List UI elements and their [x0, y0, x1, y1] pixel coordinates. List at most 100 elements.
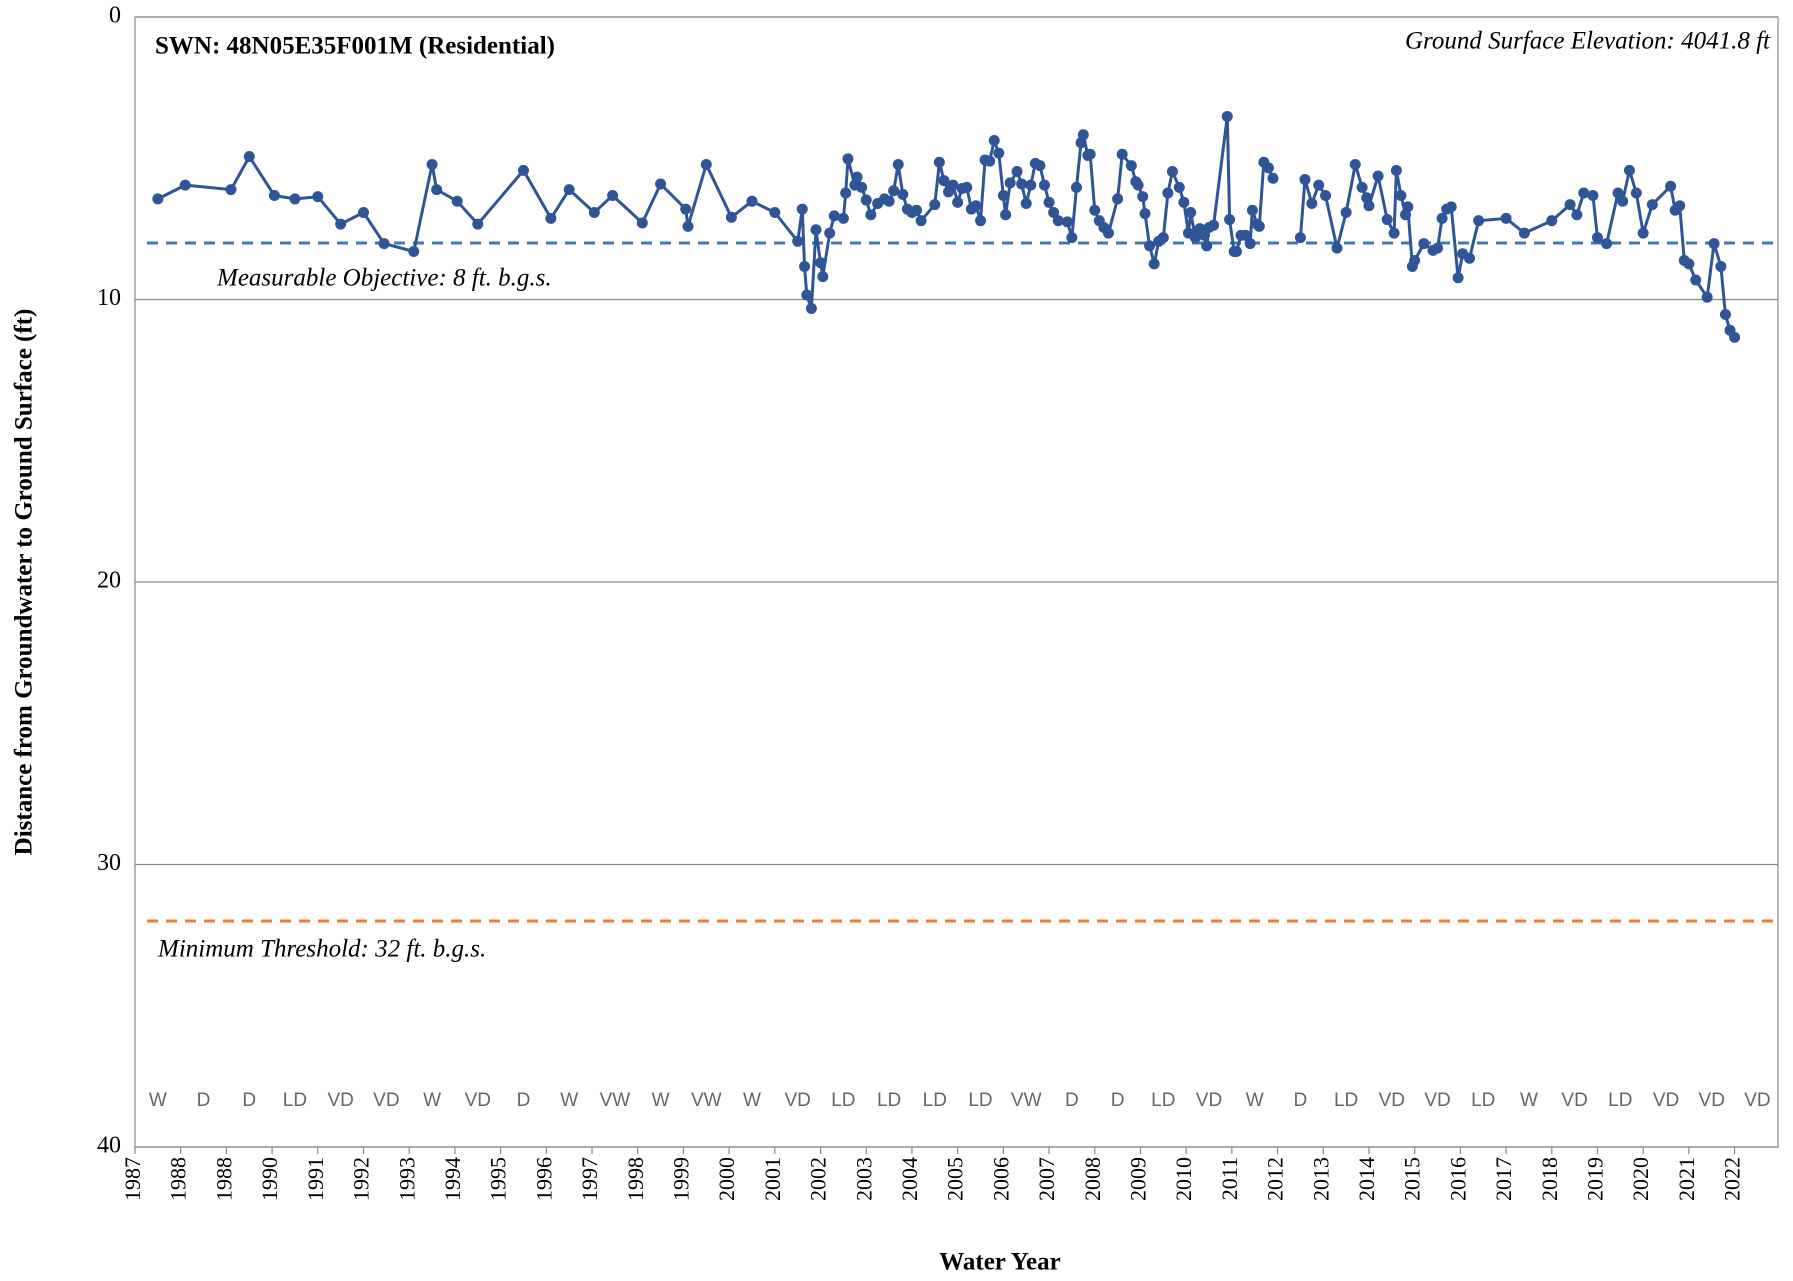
data-point — [929, 199, 941, 211]
data-point — [805, 303, 817, 315]
water-year-type: VD — [1379, 1090, 1405, 1111]
data-point — [1084, 148, 1096, 160]
x-tick-label: 1995 — [486, 1157, 511, 1201]
water-year-type: LD — [877, 1090, 901, 1111]
x-tick-label: 1999 — [668, 1157, 693, 1201]
data-point — [225, 184, 237, 196]
data-point — [984, 155, 996, 167]
data-point — [1004, 177, 1016, 189]
water-year-type: LD — [1151, 1090, 1175, 1111]
data-point — [796, 203, 808, 215]
data-point — [993, 147, 1005, 159]
x-tick-label: 1987 — [120, 1157, 145, 1201]
data-point — [1708, 238, 1720, 250]
reference-label: Minimum Threshold: 32 ft. b.g.s. — [157, 936, 486, 963]
data-point — [961, 181, 973, 193]
water-year-type: W — [1246, 1090, 1264, 1111]
data-point — [888, 185, 900, 197]
data-point — [1617, 195, 1629, 207]
data-point — [1313, 179, 1325, 191]
data-point — [1719, 308, 1731, 320]
data-point — [289, 193, 301, 205]
data-point — [680, 203, 692, 215]
data-point — [1125, 160, 1137, 172]
data-point — [1299, 173, 1311, 185]
data-point — [1646, 199, 1658, 211]
data-point — [378, 238, 390, 250]
data-point — [1518, 227, 1530, 239]
water-year-type: LD — [1334, 1090, 1358, 1111]
data-point — [1162, 187, 1174, 199]
data-point — [1331, 242, 1343, 254]
data-point — [243, 151, 255, 163]
data-point — [1240, 229, 1252, 241]
data-point — [1395, 190, 1407, 202]
data-point — [947, 179, 959, 191]
data-point — [824, 227, 836, 239]
data-point — [1715, 260, 1727, 272]
data-point — [1070, 181, 1082, 193]
data-point — [1025, 179, 1037, 191]
data-point — [842, 153, 854, 165]
data-point — [312, 191, 324, 203]
data-point — [1253, 220, 1265, 232]
data-point — [1320, 190, 1332, 202]
water-year-type: D — [1294, 1090, 1308, 1111]
water-year-type: VD — [1561, 1090, 1587, 1111]
x-tick-label: 1994 — [440, 1157, 465, 1201]
data-point — [1112, 193, 1124, 205]
data-point — [1089, 204, 1101, 216]
data-point — [451, 195, 463, 207]
data-point — [426, 158, 438, 170]
data-point — [840, 187, 852, 199]
data-point — [1363, 200, 1375, 212]
data-point — [1591, 232, 1603, 244]
data-point — [1178, 196, 1190, 208]
x-tick-label: 1990 — [257, 1157, 282, 1201]
x-tick-label: 2005 — [943, 1157, 968, 1201]
data-point — [915, 215, 927, 227]
x-axis-title: Water Year — [939, 1249, 1060, 1276]
data-point — [1578, 187, 1590, 199]
data-point — [1132, 179, 1144, 191]
water-year-type: LD — [923, 1090, 947, 1111]
y-tick-label: 30 — [97, 850, 121, 876]
x-tick-label: 2019 — [1583, 1157, 1608, 1201]
x-tick-label: 1988 — [166, 1157, 191, 1201]
data-point — [1340, 206, 1352, 218]
data-point — [1623, 164, 1635, 176]
data-point — [851, 171, 863, 183]
data-point — [1601, 238, 1613, 250]
series-line — [157, 114, 1736, 339]
data-point — [1473, 215, 1485, 227]
data-point — [1546, 215, 1558, 227]
water-year-type: D — [1111, 1090, 1125, 1111]
data-point — [1116, 148, 1128, 160]
water-year-type: W — [423, 1090, 441, 1111]
y-tick-label: 0 — [109, 3, 121, 29]
x-tick-label: 2007 — [1034, 1157, 1059, 1201]
water-year-type: VD — [465, 1090, 491, 1111]
data-point — [1306, 197, 1318, 209]
data-point — [725, 211, 737, 223]
water-year-type: VD — [1653, 1090, 1679, 1111]
data-point — [1294, 232, 1306, 244]
x-tick-label: 2016 — [1445, 1157, 1470, 1201]
data-point — [1262, 162, 1274, 174]
x-tick-label: 1993 — [394, 1157, 419, 1201]
data-point — [1185, 206, 1197, 218]
data-point — [1587, 190, 1599, 202]
data-point — [1137, 191, 1149, 203]
data-point — [1372, 170, 1384, 182]
data-point — [1729, 331, 1741, 343]
data-point — [1674, 200, 1686, 212]
data-point — [335, 218, 347, 230]
data-point — [1000, 209, 1012, 221]
x-tick-label: 2013 — [1308, 1157, 1333, 1201]
x-tick-label: 1996 — [531, 1157, 556, 1201]
data-point — [1349, 158, 1361, 170]
x-tick-label: 2014 — [1354, 1157, 1379, 1201]
data-point — [933, 156, 945, 168]
data-point — [1139, 208, 1151, 220]
data-point — [952, 196, 964, 208]
